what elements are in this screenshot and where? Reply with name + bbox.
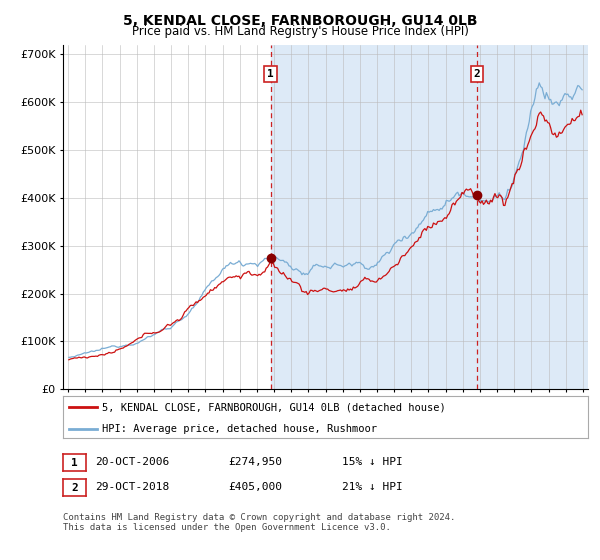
- Text: 5, KENDAL CLOSE, FARNBOROUGH, GU14 0LB: 5, KENDAL CLOSE, FARNBOROUGH, GU14 0LB: [123, 14, 477, 28]
- Text: 1: 1: [71, 458, 78, 468]
- Text: 5, KENDAL CLOSE, FARNBOROUGH, GU14 0LB (detached house): 5, KENDAL CLOSE, FARNBOROUGH, GU14 0LB (…: [103, 402, 446, 412]
- Text: £405,000: £405,000: [228, 482, 282, 492]
- Text: Contains HM Land Registry data © Crown copyright and database right 2024.: Contains HM Land Registry data © Crown c…: [63, 513, 455, 522]
- Text: This data is licensed under the Open Government Licence v3.0.: This data is licensed under the Open Gov…: [63, 523, 391, 532]
- Text: 15% ↓ HPI: 15% ↓ HPI: [342, 457, 403, 467]
- Text: Price paid vs. HM Land Registry's House Price Index (HPI): Price paid vs. HM Land Registry's House …: [131, 25, 469, 38]
- Text: 20-OCT-2006: 20-OCT-2006: [95, 457, 169, 467]
- Text: HPI: Average price, detached house, Rushmoor: HPI: Average price, detached house, Rush…: [103, 424, 377, 433]
- Bar: [271, 45, 588, 389]
- Text: 2: 2: [473, 69, 481, 79]
- Text: £274,950: £274,950: [228, 457, 282, 467]
- Text: 1: 1: [267, 69, 274, 79]
- Text: 21% ↓ HPI: 21% ↓ HPI: [342, 482, 403, 492]
- Text: 2: 2: [71, 483, 78, 493]
- Text: 29-OCT-2018: 29-OCT-2018: [95, 482, 169, 492]
